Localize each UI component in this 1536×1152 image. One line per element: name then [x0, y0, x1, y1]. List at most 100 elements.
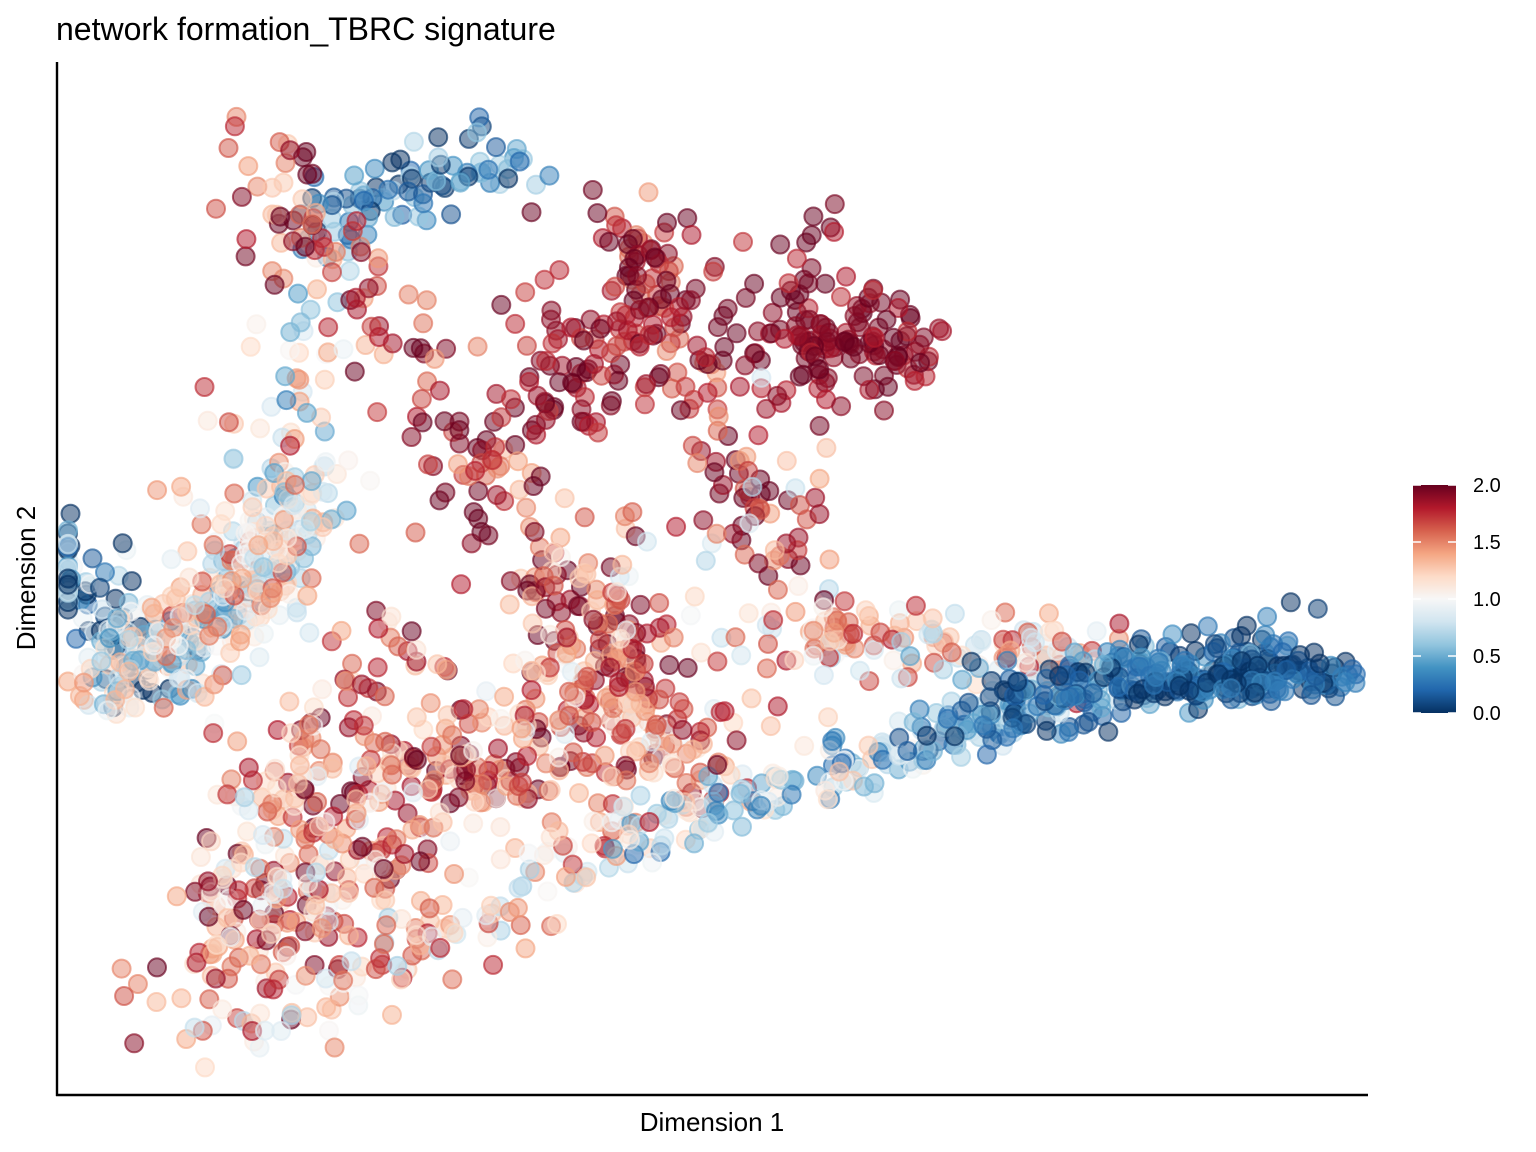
data-point	[338, 450, 359, 471]
data-point	[750, 499, 771, 520]
data-point	[319, 1020, 339, 1041]
data-point	[680, 290, 701, 311]
data-point	[781, 784, 802, 805]
data-point	[708, 406, 729, 427]
data-point	[542, 333, 563, 354]
data-point	[910, 352, 931, 373]
data-point	[66, 628, 87, 649]
data-point	[582, 180, 603, 200]
data-point	[742, 476, 763, 497]
data-point	[829, 761, 850, 782]
data-point	[589, 630, 610, 651]
data-point	[412, 412, 433, 433]
data-point	[253, 623, 274, 644]
data-point	[144, 603, 165, 624]
data-point	[731, 645, 752, 666]
data-point	[127, 974, 148, 994]
data-point	[1231, 626, 1252, 646]
data-point	[1162, 624, 1183, 645]
data-point	[373, 859, 394, 879]
data-point	[748, 553, 769, 574]
data-point	[255, 515, 276, 536]
data-point	[730, 783, 751, 804]
data-point	[382, 152, 403, 173]
data-point	[505, 313, 526, 334]
data-point	[111, 958, 132, 979]
data-point	[416, 290, 437, 311]
data-point	[382, 1004, 402, 1025]
data-point	[698, 812, 718, 833]
data-point	[559, 705, 580, 726]
data-point	[682, 435, 703, 456]
colorbar-ticks: 0.0 0.5 1.0 1.5 2.0	[1413, 475, 1501, 725]
data-point	[588, 422, 608, 443]
data-point	[171, 988, 192, 1009]
data-point	[171, 476, 192, 497]
data-point	[798, 273, 819, 294]
data-point	[223, 448, 244, 469]
data-point	[372, 782, 393, 803]
data-point	[809, 468, 830, 489]
data-point	[401, 621, 422, 642]
data-point	[725, 627, 746, 648]
data-point	[283, 495, 304, 516]
data-point	[723, 523, 743, 544]
data-point	[818, 707, 839, 728]
data-point	[741, 688, 762, 709]
data-point	[549, 260, 570, 281]
data-point	[883, 650, 904, 671]
data-point	[606, 582, 627, 603]
data-point	[426, 171, 447, 192]
data-point	[941, 642, 962, 663]
data-point	[147, 957, 167, 978]
data-point	[476, 681, 497, 702]
data-point	[734, 544, 755, 565]
data-point	[905, 595, 926, 616]
data-point	[1058, 721, 1079, 742]
data-point	[809, 415, 830, 436]
data-point	[916, 725, 937, 746]
data-point	[932, 321, 953, 342]
data-point	[501, 389, 521, 410]
data-point	[348, 985, 369, 1006]
data-point	[944, 603, 965, 624]
data-point	[284, 474, 305, 495]
data-point	[849, 660, 870, 681]
data-point	[548, 747, 569, 768]
data-point	[465, 460, 486, 481]
data-point	[281, 723, 302, 744]
data-point	[630, 785, 651, 806]
data-point	[824, 194, 845, 215]
data-point	[346, 211, 367, 232]
data-point	[549, 372, 570, 393]
data-point	[1036, 720, 1057, 741]
data-point	[903, 712, 924, 733]
data-point	[307, 279, 327, 300]
data-point	[803, 620, 824, 641]
data-point	[262, 582, 283, 603]
data-point	[125, 697, 146, 718]
data-point	[961, 651, 982, 672]
data-point	[342, 653, 363, 674]
data-point	[566, 357, 587, 377]
data-point	[398, 284, 419, 305]
data-point	[1280, 592, 1301, 613]
data-point	[230, 631, 250, 652]
data-point	[732, 816, 752, 837]
data-point	[333, 339, 354, 360]
data-point	[796, 232, 817, 253]
data-point	[306, 862, 327, 883]
data-point	[843, 623, 864, 644]
data-point	[681, 224, 702, 245]
data-point	[447, 454, 468, 475]
data-point	[346, 789, 367, 810]
data-point	[663, 627, 684, 648]
data-point	[858, 735, 879, 756]
data-point	[58, 568, 78, 589]
data-point	[91, 651, 112, 672]
data-point	[581, 712, 602, 733]
data-point	[311, 918, 332, 939]
data-point	[634, 394, 655, 415]
data-point	[381, 606, 402, 627]
data-point	[369, 327, 389, 347]
